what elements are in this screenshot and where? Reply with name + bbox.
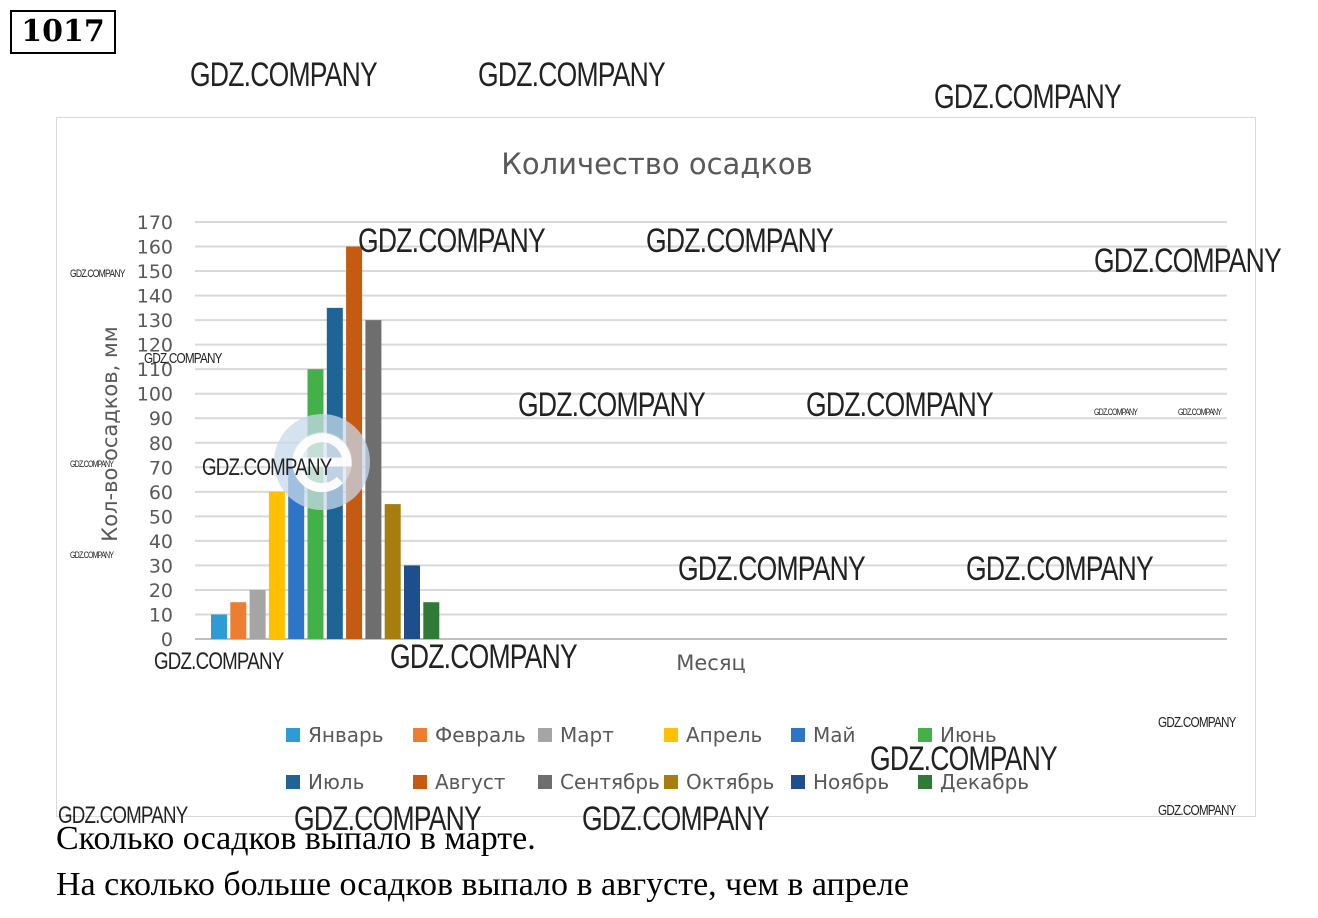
legend-swatch [791,728,805,742]
bar-3 [249,589,266,639]
legend-item: Май [791,723,856,747]
y-tick-label: 90 [149,408,173,430]
legend-item: Декабрь [918,770,1030,794]
legend-label: Март [560,723,614,747]
watermark-text: GDZ.COMPANY [358,222,546,260]
legend-item: Апрель [664,723,763,747]
y-tick-label: 70 [149,457,173,479]
legend-label: Ноябрь [813,770,890,794]
legend-swatch [918,728,932,742]
legend-item: Июль [286,770,365,794]
legend-swatch [664,728,678,742]
legend-swatch [413,728,427,742]
bar-4 [268,491,285,639]
legend-label: Август [435,770,506,794]
watermark-text: GDZ.COMPANY [1094,407,1138,417]
bar-1 [211,614,227,639]
legend-label: Июнь [940,723,997,747]
watermark-text: GDZ.COMPANY [154,648,284,675]
y-tick-label: 130 [137,310,173,332]
legend-item: Ноябрь [791,770,890,794]
watermark-text: GDZ.COMPANY [190,56,378,94]
bar-2 [230,602,247,639]
watermark-text: GDZ.COMPANY [70,268,125,280]
bar-5 [288,467,305,639]
legend-item: Март [538,723,614,747]
legend-item: Июнь [918,723,997,747]
legend-item: Октябрь [664,770,775,794]
watermark-text: GDZ.COMPANY [1158,714,1236,731]
question-2: На сколько больше осадков выпало в авгус… [56,866,909,903]
legend-label: Апрель [686,723,763,747]
bar-12 [423,602,440,639]
bar-10 [384,504,401,639]
legend-label: Июль [308,770,365,794]
legend-item: Сентябрь [538,770,660,794]
y-tick-label: 0 [161,629,173,651]
bar-chart: Количество осадков Месяц Кол-во осадков,… [98,147,1227,675]
legend-label: Май [813,723,856,747]
bar-9 [365,320,382,639]
legend-item: Август [413,770,506,794]
watermark-text: GDZ.COMPANY [478,56,666,94]
legend-swatch [286,728,300,742]
legend-item: Февраль [413,723,526,747]
y-tick-label: 50 [149,506,173,528]
watermark-text: GDZ.COMPANY [870,740,1058,778]
y-tick-label: 100 [137,384,173,406]
watermark-text: GDZ.COMPANY [390,638,578,676]
watermark-text: GDZ.COMPANY [966,550,1154,588]
bar-11 [404,565,420,639]
watermark-text: GDZ.COMPANY [678,550,866,588]
y-tick-label: 30 [149,555,173,577]
legend-item: Январь [286,723,384,747]
watermark-text: GDZ.COMPANY [144,350,222,367]
y-tick-label: 120 [137,335,173,357]
watermark-text: GDZ.COMPANY [518,386,706,424]
watermark-text: GDZ.COMPANY [294,800,482,838]
y-tick-label: 110 [137,359,173,381]
watermark-logo [274,414,370,510]
y-tick-label: 20 [149,580,173,602]
watermark-text: GDZ.COMPANY [806,386,994,424]
legend-label: Декабрь [940,770,1030,794]
watermark-text: GDZ.COMPANY [934,78,1122,116]
y-axis-label: Кол-во осадков, мм [98,326,122,541]
y-tick-label: 170 [137,212,173,234]
watermark-text: GDZ.COMPANY [1158,802,1236,819]
legend-swatch [664,775,678,789]
watermark-text: GDZ.COMPANY [582,800,770,838]
question-1: Сколько осадков выпало в марте. [56,820,536,857]
watermark-text: GDZ.COMPANY [1178,407,1222,417]
watermark-text: GDZ.COMPANY [70,459,114,469]
watermark-text: GDZ.COMPANY [58,802,188,829]
y-tick-label: 40 [149,531,173,553]
y-tick-label: 80 [149,433,173,455]
legend-swatch [918,775,932,789]
y-tick-label: 140 [137,286,173,308]
watermark-text: GDZ.COMPANY [1094,242,1282,280]
y-tick-label: 150 [137,261,173,283]
y-tick-label: 60 [149,482,173,504]
legend-swatch [413,775,427,789]
watermark-text: GDZ.COMPANY [70,550,114,560]
legend-swatch [791,775,805,789]
legend-label: Февраль [435,723,526,747]
legend-swatch [286,775,300,789]
legend-swatch [538,728,552,742]
x-axis-label: Месяц [676,651,746,675]
chart-title: Количество осадков [501,147,812,181]
chart-frame: Количество осадков Месяц Кол-во осадков,… [56,117,1256,817]
legend-label: Октябрь [686,770,775,794]
legend-label: Сентябрь [560,770,660,794]
watermark-text: GDZ.COMPANY [646,222,834,260]
legend-swatch [538,775,552,789]
y-tick-label: 10 [149,604,173,626]
problem-number: 1017 [10,10,116,54]
y-tick-label: 160 [137,237,173,259]
legend-label: Январь [308,723,384,747]
watermark-text: GDZ.COMPANY [202,454,332,481]
